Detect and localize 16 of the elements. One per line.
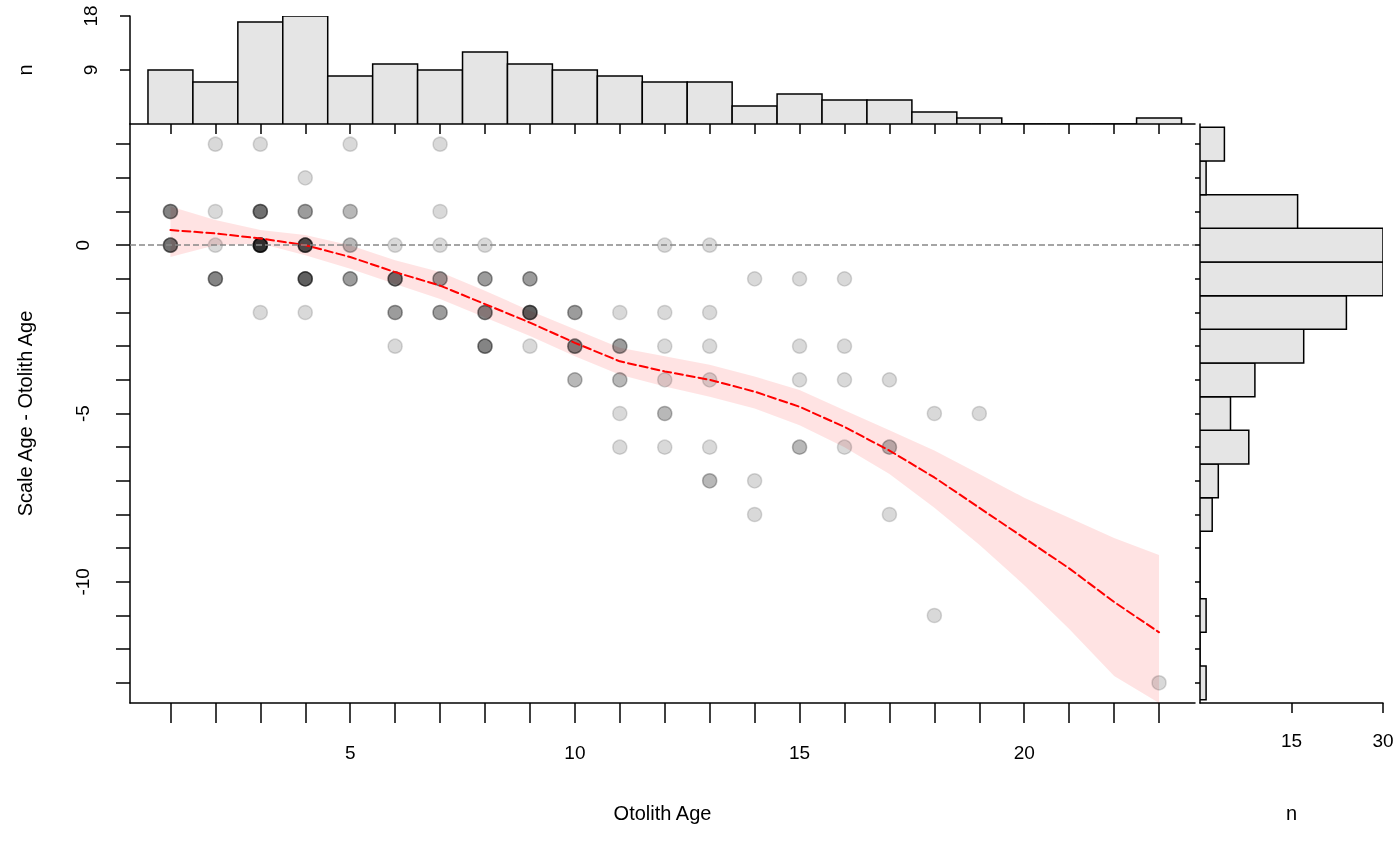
- x-axis-title: n: [1285, 802, 1298, 824]
- x-axis-title: Otolith Age: [613, 802, 712, 824]
- y-tick-label: -10: [72, 568, 93, 596]
- y-tick-label: -5: [72, 405, 93, 422]
- x-tick-label: 10: [564, 742, 586, 763]
- x-tick-label: 15: [788, 742, 811, 763]
- y-axis-title: n: [14, 64, 36, 76]
- x-tick-label: 15: [1280, 730, 1303, 751]
- x-tick-label: 5: [344, 742, 356, 763]
- x-tick-label: 20: [1013, 742, 1035, 763]
- y-axis-title: Scale Age - Otolith Age: [14, 310, 36, 517]
- y-tick-label: 0: [72, 239, 93, 251]
- y-tick-label: 9: [80, 64, 101, 76]
- y-tick-label: 18: [80, 5, 101, 27]
- x-tick-label: 30: [1372, 730, 1394, 751]
- line-series: [169, 229, 1161, 634]
